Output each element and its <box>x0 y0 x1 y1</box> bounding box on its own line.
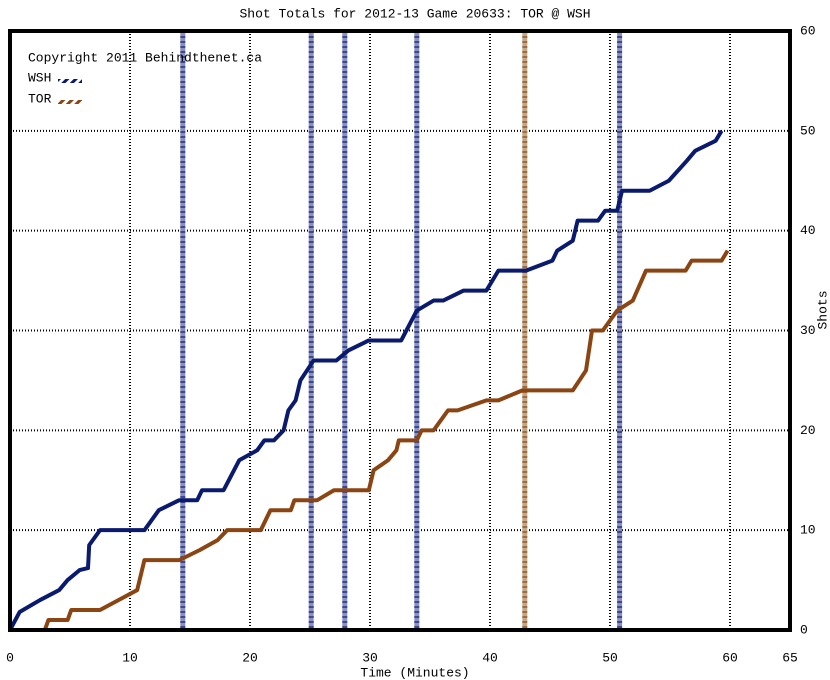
y-tick-label: 60 <box>800 23 816 38</box>
x-tick-label: 40 <box>482 650 498 665</box>
legend-swatch <box>58 79 82 83</box>
x-tick-label: 30 <box>362 650 378 665</box>
annotation: Copyright 2011 Behindthenet.ca <box>28 50 262 65</box>
plot-frame <box>8 29 792 632</box>
legend-label: WSH <box>28 70 51 85</box>
y-tick-label: 40 <box>800 223 816 238</box>
chart-title: Shot Totals for 2012-13 Game 20633: TOR … <box>239 6 590 21</box>
x-tick-label: 50 <box>602 650 618 665</box>
legend-label: TOR <box>28 91 52 106</box>
y-axis-label: Shots <box>815 290 830 329</box>
x-tick-label: 60 <box>722 650 738 665</box>
series-line <box>10 249 730 632</box>
x-tick-label: 65 <box>782 650 798 665</box>
x-axis-label: Time (Minutes) <box>360 665 469 680</box>
series-line <box>8 129 724 631</box>
y-tick-label: 0 <box>800 622 808 637</box>
x-tick-label: 10 <box>122 650 138 665</box>
x-tick-label: 0 <box>6 650 14 665</box>
y-tick-label: 30 <box>800 323 816 338</box>
legend-swatch <box>58 100 82 104</box>
x-tick-label: 20 <box>242 650 258 665</box>
y-tick-label: 50 <box>800 123 816 138</box>
y-tick-label: 20 <box>800 423 816 438</box>
y-tick-label: 10 <box>800 523 816 538</box>
